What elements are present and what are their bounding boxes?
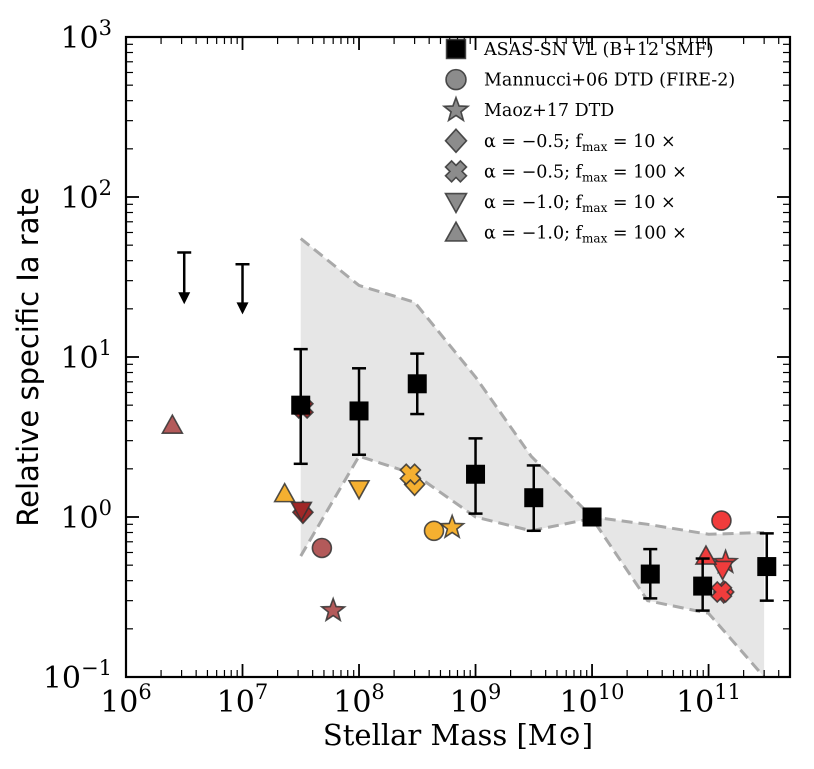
model-point-circle xyxy=(423,520,445,542)
legend-marker-triangle-down xyxy=(444,192,468,215)
y-tick-label: 100 xyxy=(60,496,112,536)
asassn-point xyxy=(466,464,486,484)
y-tick-label: 10−1 xyxy=(43,656,112,696)
y-tick-label: 102 xyxy=(60,176,112,216)
asassn-point xyxy=(582,507,602,527)
legend: ASAS-SN VL (B+12 SMF) Mannucci+06 DTD (FI… xyxy=(441,38,735,246)
asassn-point xyxy=(693,576,713,596)
model-point-x xyxy=(710,580,733,604)
x-tick-label: 109 xyxy=(450,680,502,720)
band-upper-edge xyxy=(299,237,765,536)
asassn-point xyxy=(757,557,777,577)
legend-marker-star xyxy=(441,95,471,123)
legend-marker-x xyxy=(444,159,468,184)
model-point-triangle-down xyxy=(290,501,313,523)
legend-marker-circle xyxy=(445,68,467,91)
x-tick-label: 106 xyxy=(100,680,152,720)
asassn-point xyxy=(407,374,427,394)
legend-label: α = −0.5; fmax = 100 × xyxy=(484,162,687,184)
model-point-circle xyxy=(711,510,732,531)
model-point-triangle-up xyxy=(161,413,184,434)
legend-marker-triangle-up xyxy=(444,220,468,242)
legend-label: Maoz+17 DTD xyxy=(484,101,614,121)
asassn-point xyxy=(349,401,369,421)
model-point-star xyxy=(438,513,466,540)
model-point-circle xyxy=(311,537,333,559)
x-tick-label: 107 xyxy=(217,680,269,720)
axis-ticks: 106 107 108 109 1010 1011 10−1 100 101 102 103 xyxy=(43,16,791,720)
legend-label: ASAS-SN VL (B+12 SMF) xyxy=(483,40,714,60)
x-tick-label: 1011 xyxy=(676,680,741,720)
legend-label: α = −0.5; fmax = 10 × xyxy=(484,132,676,154)
legend-marker-square xyxy=(445,38,467,60)
asassn-point xyxy=(640,564,660,584)
model-point-star xyxy=(319,596,347,623)
y-tick-label: 103 xyxy=(60,16,112,56)
x-axis-label: Stellar Mass [M⊙] xyxy=(323,718,593,752)
legend-label: α = −1.0; fmax = 10 × xyxy=(484,193,676,215)
model-point-triangle-down xyxy=(711,560,734,582)
x-tick-label: 1010 xyxy=(560,680,625,720)
upper-limit-arrow xyxy=(236,302,249,315)
asassn-point xyxy=(524,488,544,508)
x-tick-label: 108 xyxy=(333,680,385,720)
asassn-point xyxy=(291,395,311,415)
y-tick-label: 101 xyxy=(60,336,112,376)
upper-limit-arrow xyxy=(178,292,191,305)
model-point-triangle-up xyxy=(273,481,297,503)
model-point-x xyxy=(399,463,422,486)
model-point-triangle-down xyxy=(347,480,371,501)
legend-label: Mannucci+06 DTD (FIRE-2) xyxy=(484,71,735,91)
legend-label: α = −1.0; fmax = 100 × xyxy=(484,224,687,246)
y-axis-label: Relative specific Ia rate xyxy=(11,187,45,526)
plot-area xyxy=(161,237,777,678)
legend-marker-diamond xyxy=(444,128,468,154)
